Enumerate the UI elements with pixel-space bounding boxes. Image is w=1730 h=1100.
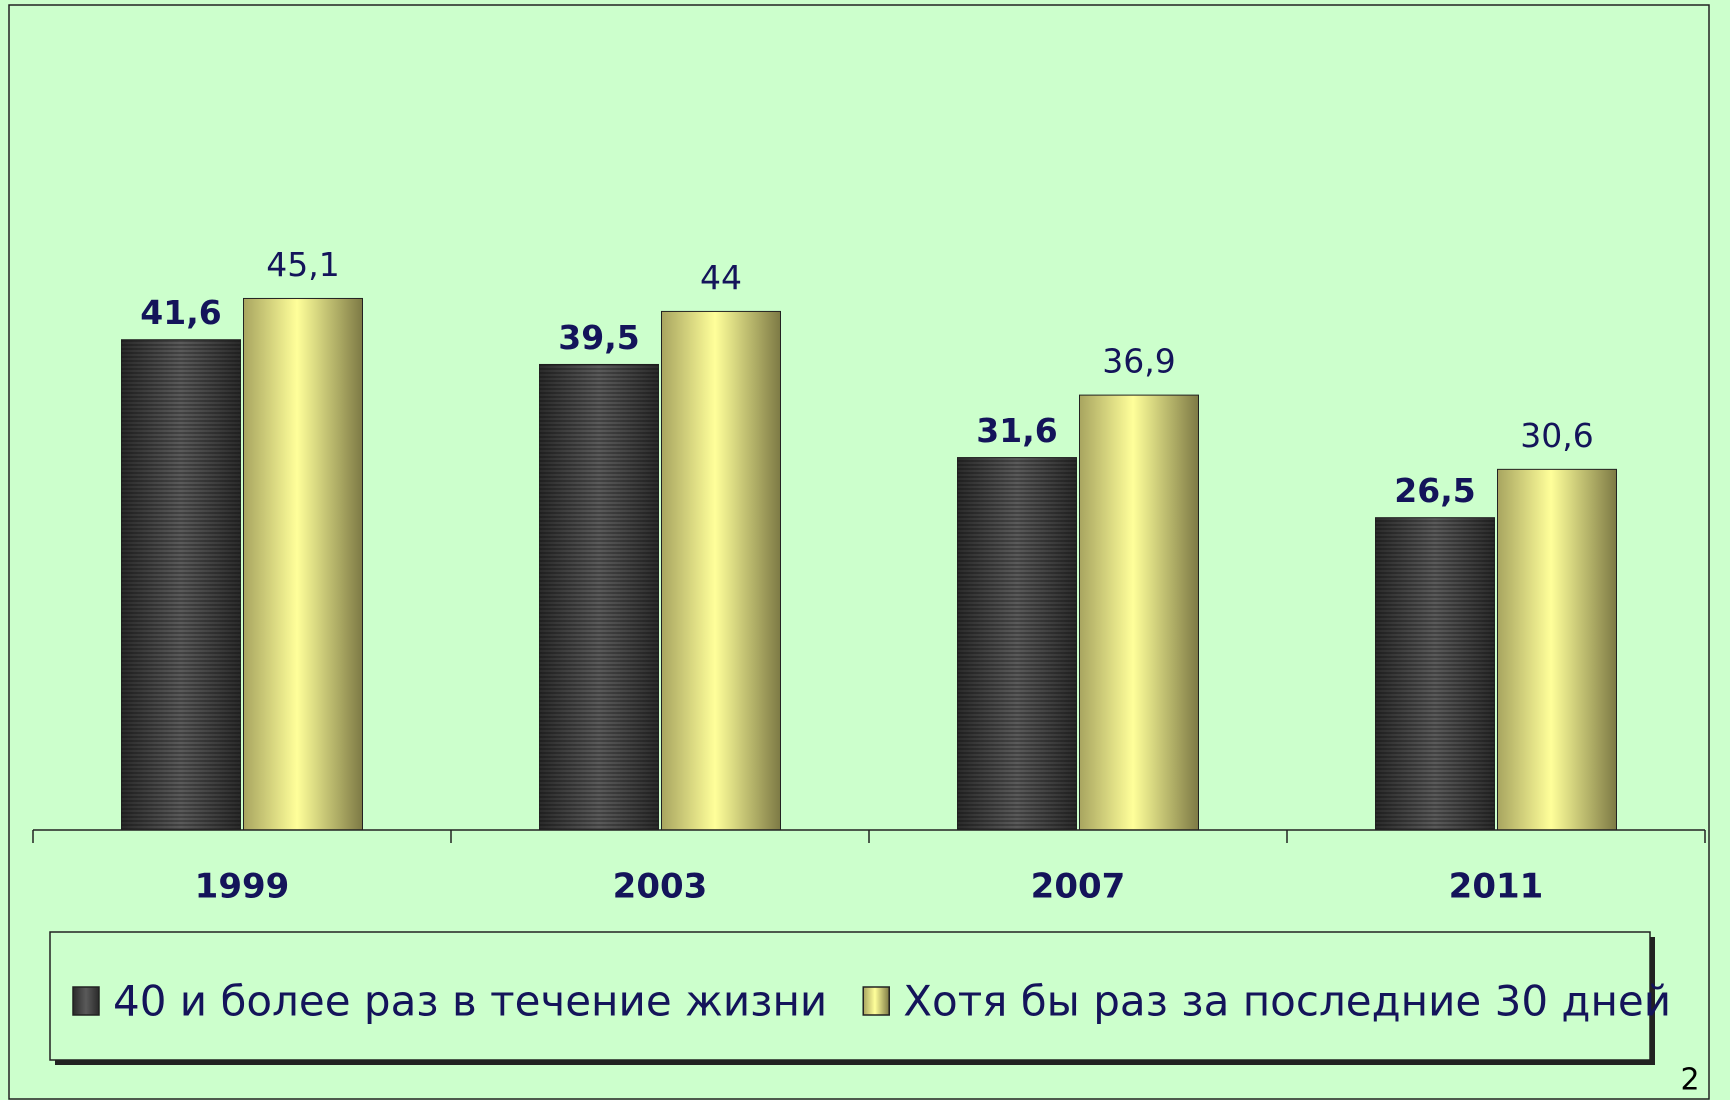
bar — [1079, 394, 1199, 831]
x-tick-label: 1999 — [195, 867, 290, 907]
bar — [243, 297, 363, 831]
data-label: 44 — [700, 258, 742, 297]
x-tick-label: 2003 — [613, 867, 708, 907]
frame — [8, 4, 1710, 1100]
data-label: 30,6 — [1520, 416, 1593, 455]
bar — [1497, 468, 1617, 831]
x-tick-label: 2007 — [1031, 867, 1126, 907]
page-number: 2 — [1680, 1063, 1699, 1098]
legend-label: 40 и более раз в течение жизни — [113, 977, 827, 1026]
legend — [49, 931, 1651, 1061]
legend-swatch — [72, 986, 100, 1016]
data-label: 45,1 — [266, 245, 339, 284]
data-label: 41,6 — [140, 293, 221, 332]
data-label: 36,9 — [1102, 342, 1175, 381]
data-label: 26,5 — [1394, 471, 1475, 510]
bar-texture — [957, 457, 1077, 830]
bar-texture — [539, 364, 659, 830]
bar — [661, 310, 781, 831]
x-tick-label: 2011 — [1449, 867, 1544, 907]
bar-texture — [121, 339, 241, 830]
legend-swatch — [862, 986, 890, 1016]
legend-label: Хотя бы раз за последние 30 дней — [903, 977, 1671, 1026]
data-label: 31,6 — [976, 411, 1057, 450]
bar-texture — [1375, 517, 1495, 830]
data-label: 39,5 — [558, 318, 639, 357]
